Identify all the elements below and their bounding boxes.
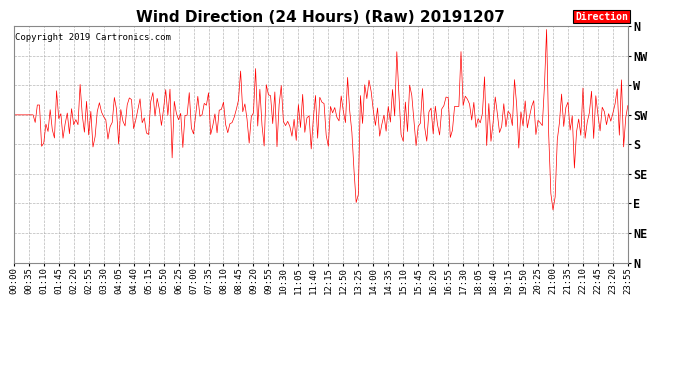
- Text: Direction: Direction: [575, 12, 628, 21]
- Text: Copyright 2019 Cartronics.com: Copyright 2019 Cartronics.com: [15, 33, 171, 42]
- Title: Wind Direction (24 Hours) (Raw) 20191207: Wind Direction (24 Hours) (Raw) 20191207: [137, 10, 505, 25]
